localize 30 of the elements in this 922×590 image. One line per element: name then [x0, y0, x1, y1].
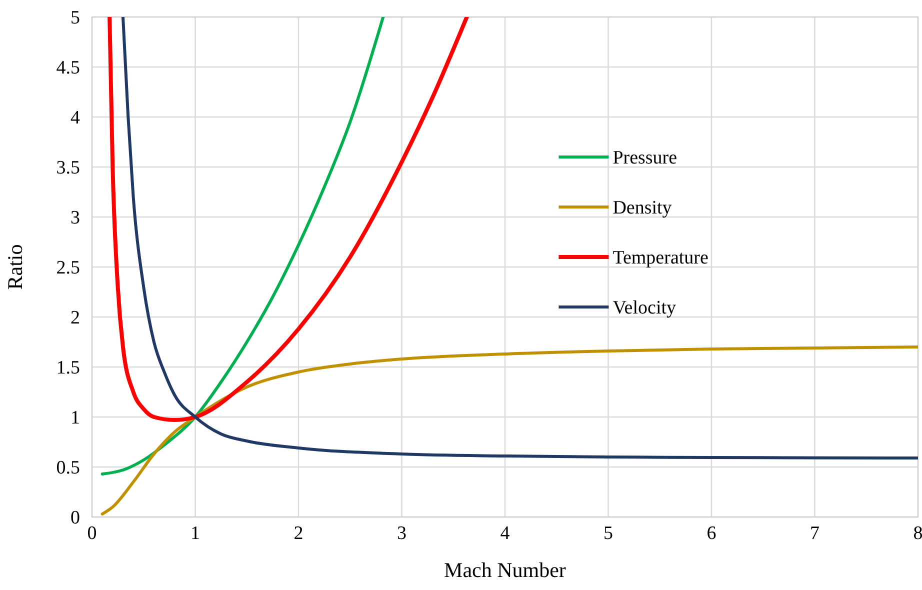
x-tick-label: 2: [294, 523, 304, 544]
y-axis-title: Ratio: [3, 244, 27, 290]
line-series: [100, 346, 918, 516]
x-tick-label: 7: [810, 523, 820, 544]
legend-label: Pressure: [612, 148, 678, 169]
legend-label: Velocity: [612, 298, 677, 319]
y-tick-label: 0.5: [56, 458, 80, 479]
x-tick-label: 3: [397, 523, 406, 544]
y-tick-label: 1.5: [56, 358, 80, 379]
legend-label: Density: [612, 198, 672, 219]
x-tick-label: 5: [604, 523, 613, 544]
x-tick-label: 4: [500, 523, 510, 544]
y-tick-label: 4: [70, 108, 80, 129]
y-tick-label: 4.5: [56, 58, 80, 79]
y-tick-label: 2: [70, 308, 80, 329]
line-series: [100, 17, 385, 476]
y-tick-label: 3.5: [56, 158, 80, 179]
y-tick-label: 0: [70, 508, 80, 529]
x-tick-label: 0: [87, 523, 97, 544]
line-series: [121, 17, 918, 460]
y-tick-label: 3: [70, 208, 80, 229]
legend-label: Temperature: [612, 248, 708, 269]
x-axis-title: Mach Number: [444, 558, 566, 582]
y-tick-label: 5: [70, 8, 80, 29]
x-tick-label: 1: [190, 523, 200, 544]
line-series: [108, 17, 469, 422]
y-tick-label: 2.5: [56, 258, 80, 279]
y-tick-label: 1: [70, 408, 80, 429]
x-tick-label: 8: [913, 523, 922, 544]
x-tick-label: 6: [706, 523, 716, 544]
